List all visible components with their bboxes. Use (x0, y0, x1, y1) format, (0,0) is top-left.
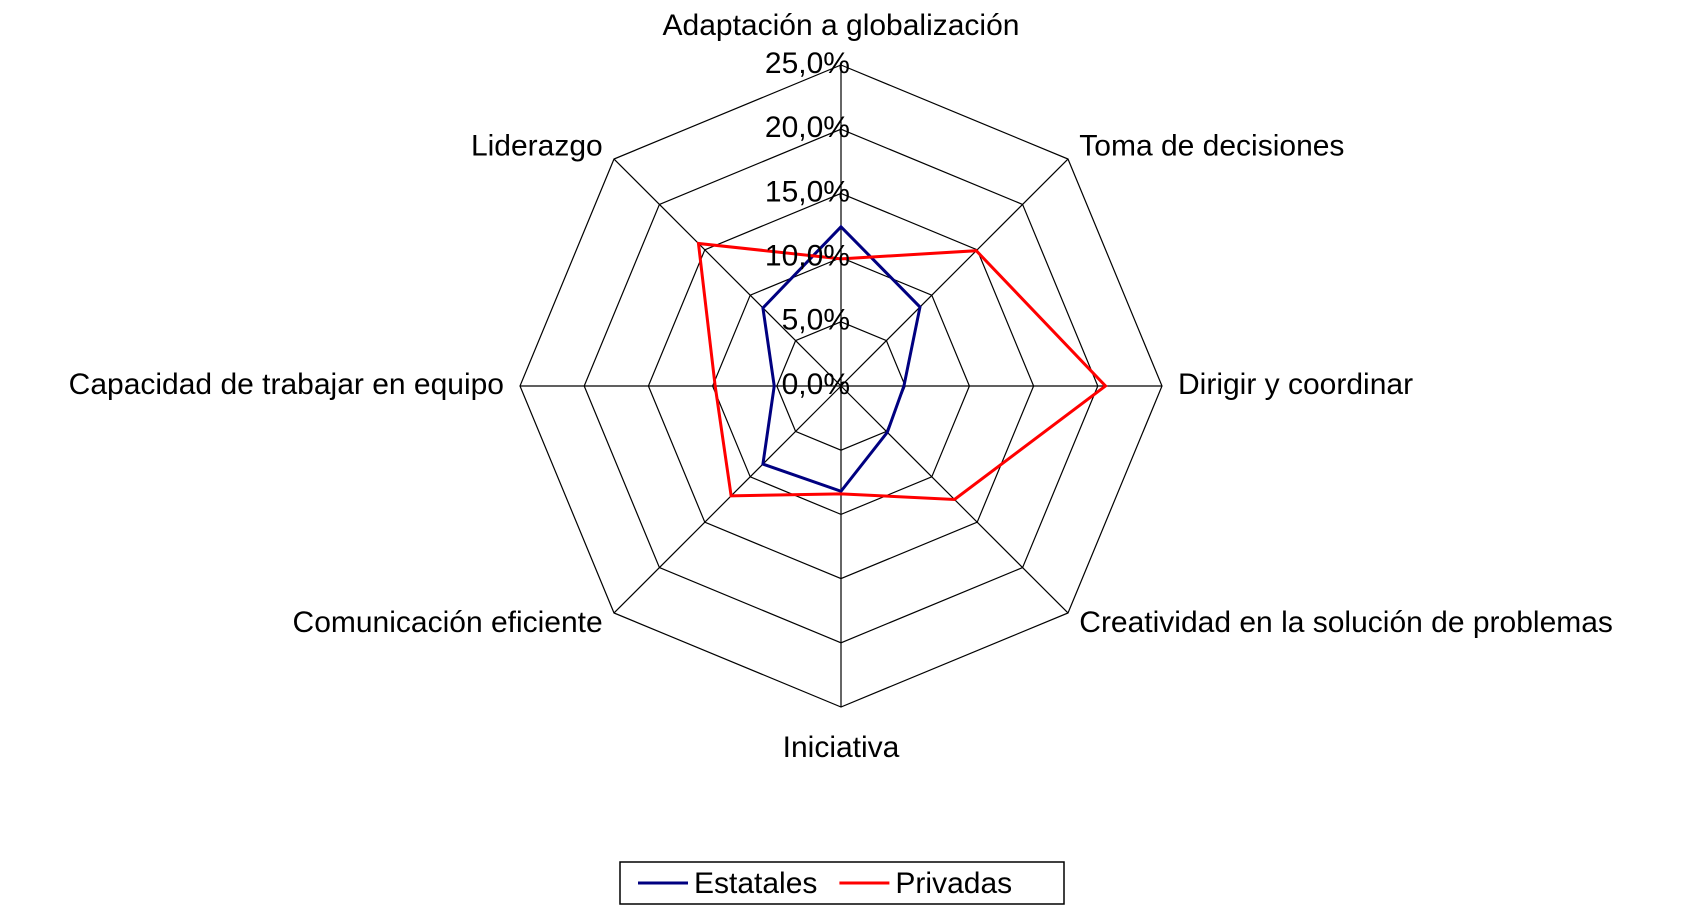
spoke (613, 385, 842, 614)
legend-label: Estatales (694, 867, 817, 900)
grid (519, 64, 1163, 708)
y-tick-label: 5,0% (782, 304, 850, 337)
category-label: Adaptación a globalización (663, 9, 1020, 42)
category-label: Toma de decisiones (1079, 130, 1344, 163)
legend-label: Privadas (895, 867, 1012, 900)
y-tick-label: 10,0% (765, 240, 850, 273)
category-label: Capacidad de trabajar en equipo (69, 368, 504, 401)
category-label: Iniciativa (783, 731, 900, 764)
y-tick-label: 0,0% (782, 368, 850, 401)
y-tick-label: 15,0% (765, 175, 850, 208)
y-tick-label: 20,0% (765, 111, 850, 144)
series-line (696, 241, 1108, 502)
spoke (613, 158, 842, 387)
series-line (761, 224, 922, 494)
y-tick-label: 25,0% (765, 47, 850, 80)
marks (696, 224, 1108, 502)
category-label: Dirigir y coordinar (1178, 368, 1413, 401)
category-label: Liderazgo (471, 130, 603, 163)
spoke (840, 158, 1069, 387)
category-label: Comunicación eficiente (293, 606, 603, 639)
category-label: Creatividad en la solución de problemas (1079, 606, 1613, 639)
